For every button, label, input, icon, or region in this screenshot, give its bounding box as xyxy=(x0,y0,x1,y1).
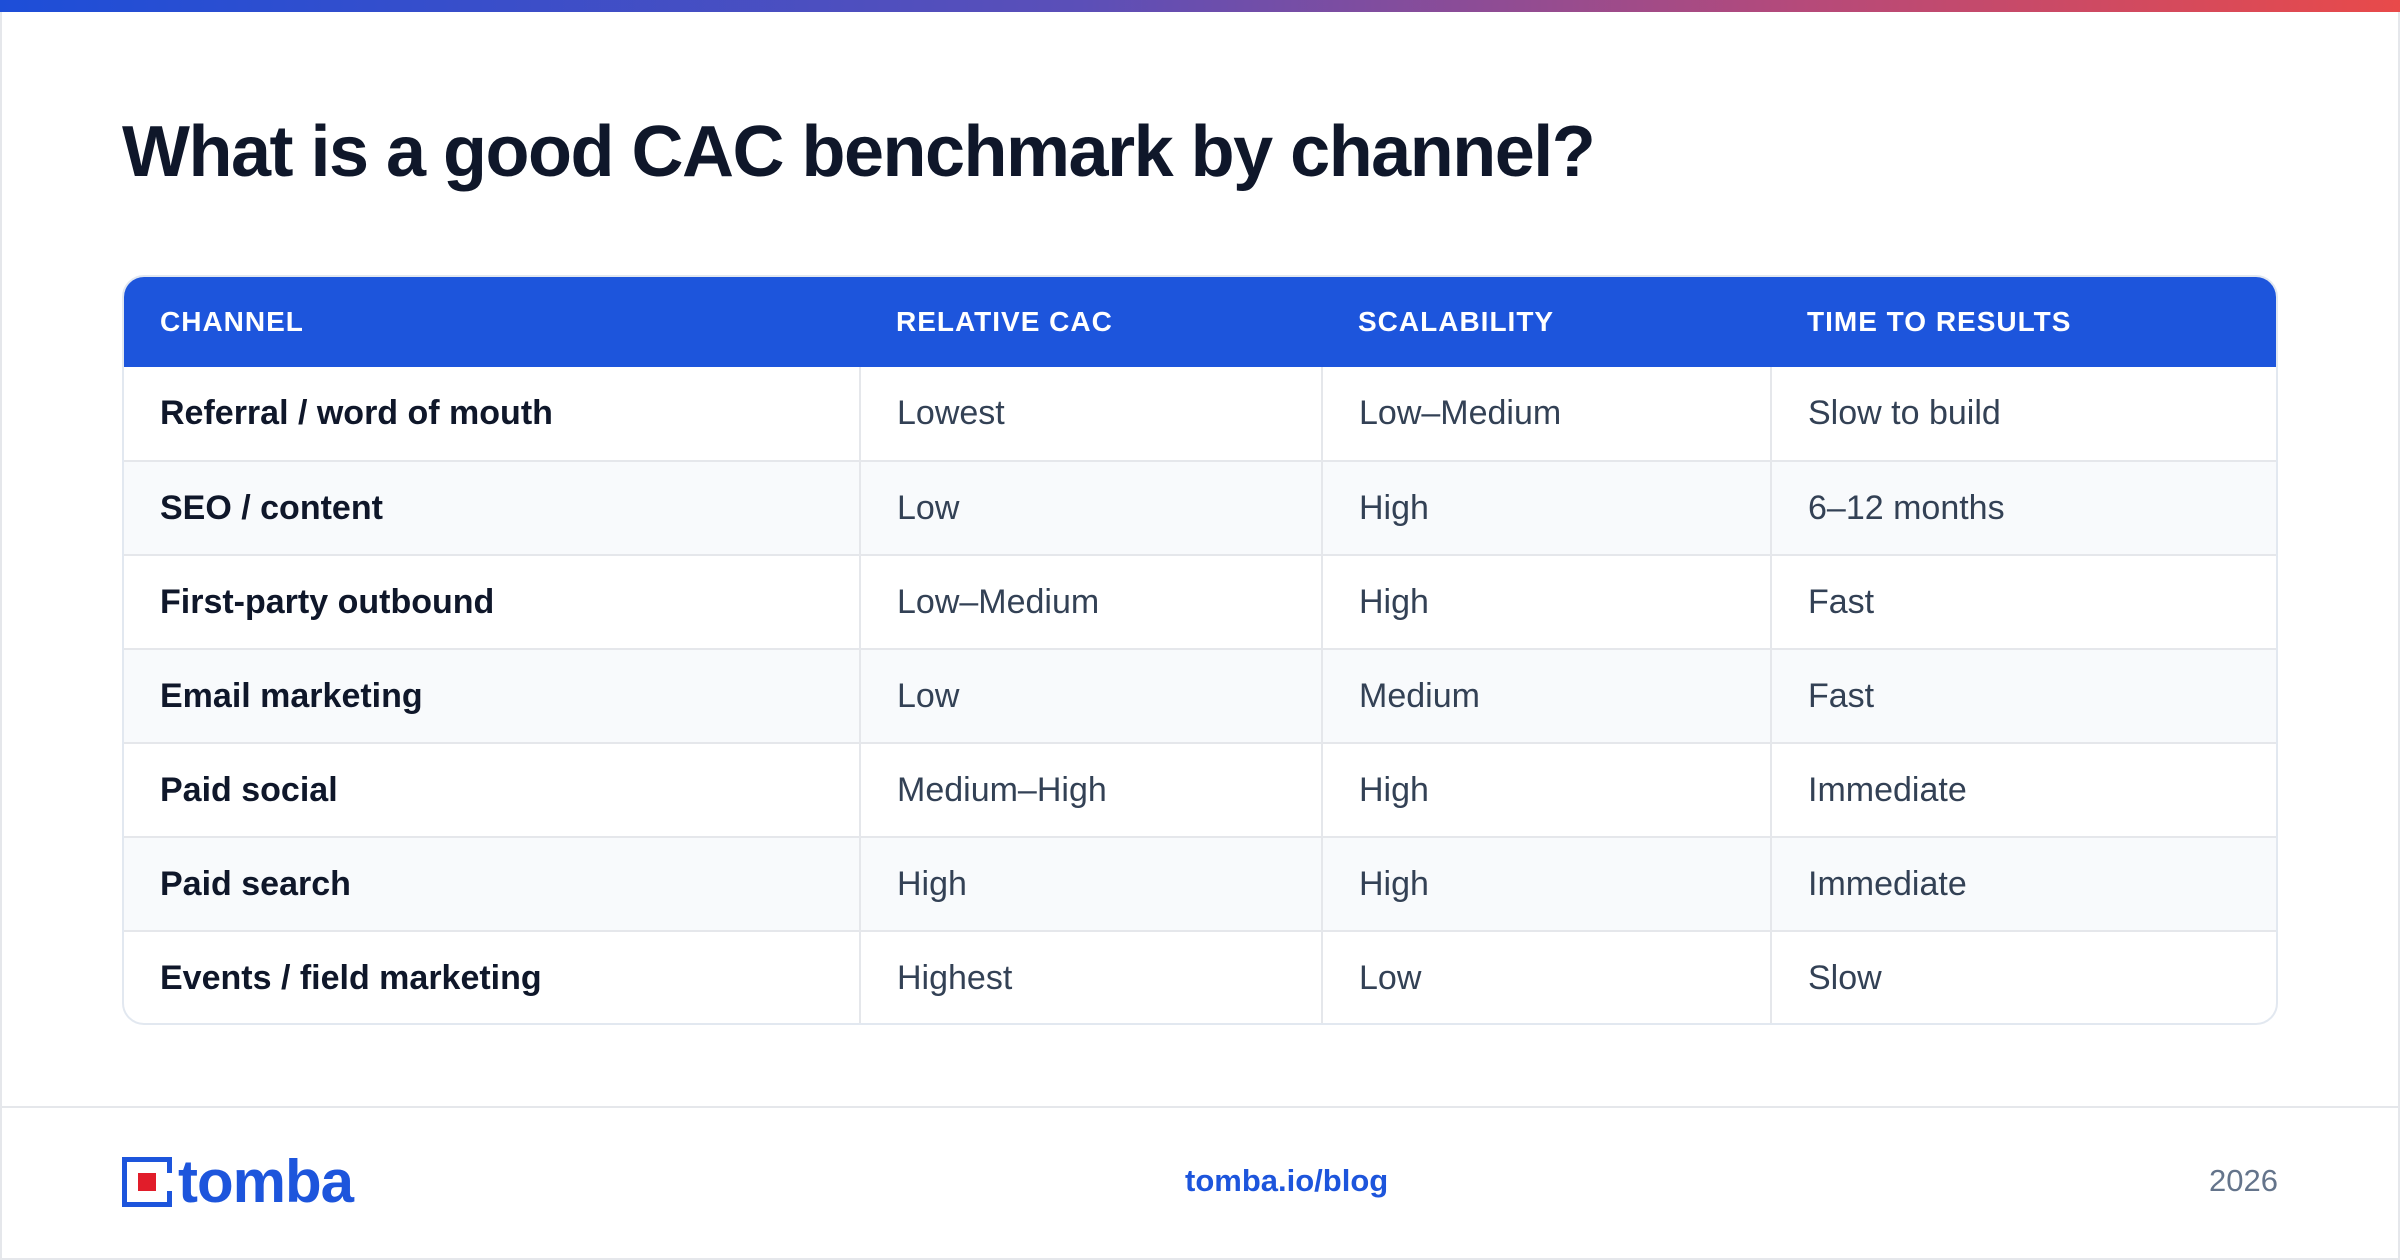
page-title: What is a good CAC benchmark by channel? xyxy=(122,112,1596,192)
logo-wordmark: tomba xyxy=(178,1148,354,1215)
footer-year: 2026 xyxy=(2209,1163,2278,1198)
cell-channel: Events / field marketing xyxy=(124,930,860,1023)
cell-relative-cac: Low–Medium xyxy=(859,554,1322,649)
table-header-row: CHANNEL RELATIVE CAC SCALABILITY TIME TO… xyxy=(124,277,2276,367)
cell-time-to-results: Fast xyxy=(1770,648,2276,743)
cell-scalability: Medium xyxy=(1321,648,1771,743)
cell-channel: Paid search xyxy=(124,836,860,931)
cell-scalability: High xyxy=(1321,460,1771,555)
cell-scalability: High xyxy=(1321,836,1771,931)
cell-relative-cac: Low xyxy=(859,648,1322,743)
top-gradient-bar xyxy=(0,0,2400,12)
cell-relative-cac: Low xyxy=(859,460,1322,555)
header-time-to-results: TIME TO RESULTS xyxy=(1807,306,2072,337)
card-frame xyxy=(0,12,2400,1260)
header-scalability: SCALABILITY xyxy=(1358,306,1555,337)
cell-time-to-results: Immediate xyxy=(1770,836,2276,931)
cell-relative-cac: High xyxy=(859,836,1322,931)
tomba-logo[interactable]: tomba xyxy=(122,1148,354,1215)
cell-scalability: Low–Medium xyxy=(1321,367,1771,461)
cell-time-to-results: Slow to build xyxy=(1770,367,2276,461)
table-row: Events / field marketing Highest Low Slo… xyxy=(124,930,2276,1023)
cell-relative-cac: Medium–High xyxy=(859,742,1322,837)
table-row: Paid search High High Immediate xyxy=(124,836,2276,931)
cell-time-to-results: 6–12 months xyxy=(1770,460,2276,555)
cell-channel: Paid social xyxy=(124,742,860,837)
cell-scalability: Low xyxy=(1321,930,1771,1023)
cell-channel: SEO / content xyxy=(124,460,860,555)
cell-relative-cac: Highest xyxy=(859,930,1322,1023)
table-row: Referral / word of mouth Lowest Low–Medi… xyxy=(124,367,2276,461)
cell-time-to-results: Immediate xyxy=(1770,742,2276,837)
cell-channel: First-party outbound xyxy=(124,554,860,649)
table-row: First-party outbound Low–Medium High Fas… xyxy=(124,554,2276,649)
footer-divider xyxy=(0,1106,2400,1108)
header-channel: CHANNEL xyxy=(160,306,304,337)
table-row: Email marketing Low Medium Fast xyxy=(124,648,2276,743)
cell-time-to-results: Fast xyxy=(1770,554,2276,649)
cell-scalability: High xyxy=(1321,554,1771,649)
cell-channel: Referral / word of mouth xyxy=(160,394,553,432)
benchmark-table: CHANNEL RELATIVE CAC SCALABILITY TIME TO… xyxy=(122,275,2278,1025)
cell-scalability: High xyxy=(1321,742,1771,837)
tomba-logo-mark-icon xyxy=(122,1157,172,1207)
cell-channel: Email marketing xyxy=(124,648,860,743)
table-row: SEO / content Low High 6–12 months xyxy=(124,460,2276,555)
header-relative-cac: RELATIVE CAC xyxy=(896,306,1113,337)
blog-link[interactable]: tomba.io/blog xyxy=(1185,1163,1389,1198)
cell-time-to-results: Slow xyxy=(1770,930,2276,1023)
table-row: Paid social Medium–High High Immediate xyxy=(124,742,2276,837)
cell-relative-cac: Lowest xyxy=(859,367,1322,461)
